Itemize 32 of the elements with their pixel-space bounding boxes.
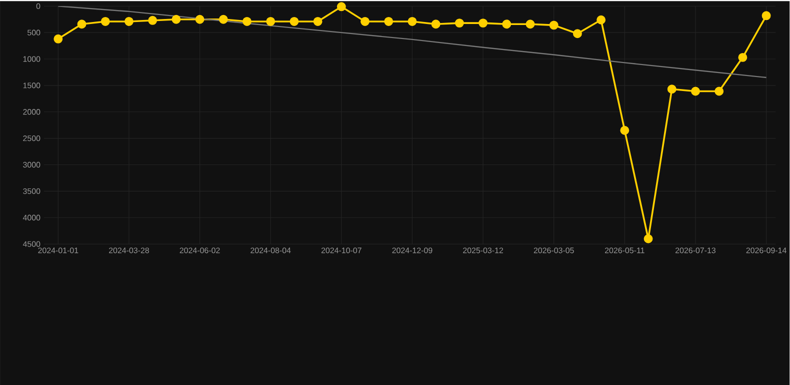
point (54, 34, 63, 44)
point (691, 86, 700, 96)
point (502, 20, 512, 29)
point (172, 14, 181, 24)
point (77, 20, 86, 29)
point (336, 2, 346, 12)
point (572, 29, 582, 38)
point (290, 16, 299, 26)
point (549, 20, 558, 30)
point (762, 11, 771, 20)
point (384, 16, 394, 26)
point (667, 84, 676, 94)
point (100, 16, 110, 26)
point (242, 16, 252, 26)
point (266, 16, 276, 26)
point (218, 14, 228, 24)
point (313, 16, 322, 26)
point (526, 20, 535, 29)
point (431, 20, 440, 29)
point (124, 16, 134, 26)
point (148, 16, 158, 25)
point (478, 18, 488, 28)
point (620, 126, 630, 135)
point (644, 234, 653, 244)
line-series (58, 6, 767, 78)
point (596, 15, 606, 24)
point (360, 16, 370, 26)
point (195, 14, 204, 24)
point (454, 18, 464, 28)
point (738, 52, 748, 62)
point (408, 16, 417, 26)
point (714, 86, 724, 96)
